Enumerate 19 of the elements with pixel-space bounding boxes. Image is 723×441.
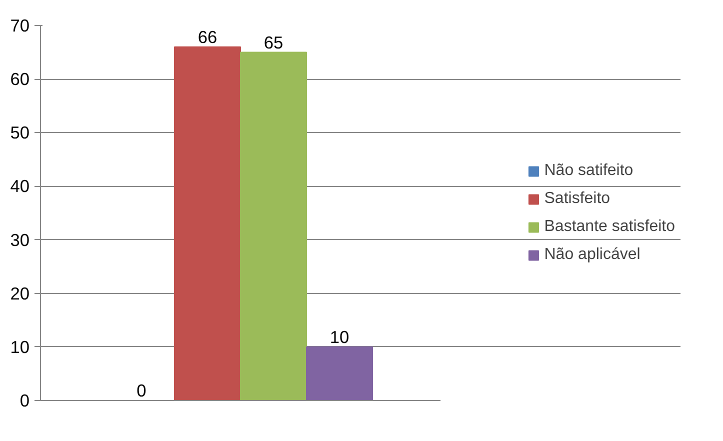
legend-label: Não satifeito	[544, 162, 634, 180]
bar	[306, 346, 373, 400]
y-tick-label: 30	[10, 230, 30, 250]
data-label: 10	[330, 326, 350, 347]
y-tick-label: 40	[10, 176, 30, 196]
y-tick-label: 0	[20, 390, 30, 410]
y-tick-label: 60	[10, 69, 30, 90]
y-tick-label: 50	[10, 122, 30, 143]
y-tick-label: 10	[10, 336, 30, 357]
bar	[240, 52, 307, 400]
data-label: 0	[136, 380, 146, 400]
legend-label: Satisfeito	[544, 190, 610, 208]
y-tick-label: 70	[10, 16, 30, 36]
data-label: 65	[264, 32, 284, 52]
legend-label: Não aplicável	[544, 246, 640, 264]
legend-label: Bastante satisfeito	[544, 218, 675, 236]
y-tick-label: 20	[10, 283, 30, 304]
bar	[174, 46, 241, 400]
data-label: 66	[198, 26, 218, 47]
